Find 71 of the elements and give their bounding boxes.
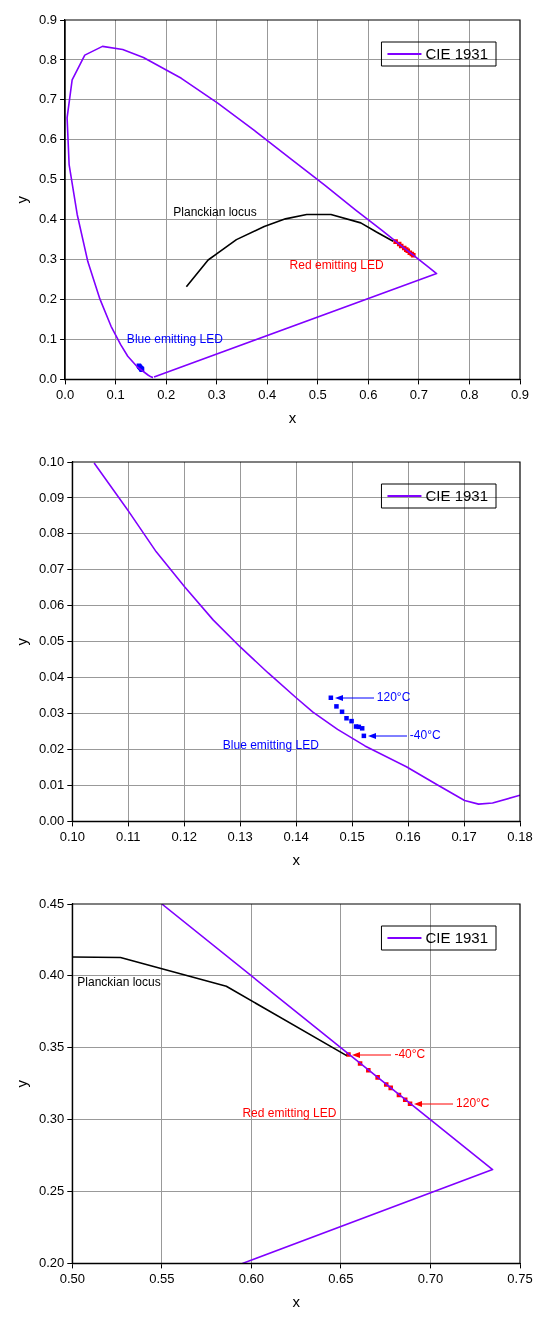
text: Red emitting LED <box>242 1106 337 1121</box>
series-label: Blue emitting LED <box>126 332 224 347</box>
x-tick-label: 0.50 <box>59 1270 85 1286</box>
x-tick-label: 0.1 <box>106 386 125 402</box>
annotation: 120°C <box>456 1096 490 1111</box>
x-tick-label: 0.0 <box>56 386 75 402</box>
annotation: -40°C <box>394 1046 426 1061</box>
y-tick-label: 0.8 <box>38 51 58 67</box>
y-tick-label: 0.7 <box>38 91 58 107</box>
y-tick-label: 0.06 <box>38 597 65 613</box>
y-tick-label: 0.01 <box>38 777 65 793</box>
y-axis-title: y <box>13 195 31 204</box>
y-tick-label: 0.20 <box>38 1254 65 1270</box>
x-tick-label: 0.8 <box>460 386 479 402</box>
y-tick-label: 0.40 <box>38 967 65 983</box>
x-tick-label: 0.14 <box>283 828 309 844</box>
x-tick-label: 0.2 <box>157 386 176 402</box>
x-tick-label: 0.18 <box>507 828 533 844</box>
series-label: Red emitting LED <box>289 257 384 272</box>
y-tick-label: 0.6 <box>38 131 58 147</box>
x-tick-label: 0.4 <box>258 386 277 402</box>
y-tick-label: 0.05 <box>38 633 65 649</box>
x-tick-label: 0.75 <box>507 1270 533 1286</box>
legend-label: CIE 1931 <box>425 929 489 947</box>
y-tick-label: 0.0 <box>38 370 58 386</box>
x-tick-label: 0.5 <box>308 386 327 402</box>
x-tick-label: 0.17 <box>451 828 477 844</box>
text: Blue emitting LED <box>222 738 320 753</box>
series-label: Planckian locus <box>77 975 161 990</box>
x-tick-label: 0.6 <box>359 386 378 402</box>
y-tick-label: 0.08 <box>38 525 65 541</box>
y-tick-label: 0.3 <box>38 251 58 267</box>
y-tick-label: 0.4 <box>38 211 58 227</box>
y-tick-label: 0.04 <box>38 669 65 685</box>
y-tick-label: 0.1 <box>38 331 58 347</box>
x-tick-label: 0.16 <box>395 828 421 844</box>
x-tick-label: 0.15 <box>339 828 365 844</box>
x-axis-title: x <box>292 1293 301 1311</box>
x-tick-label: 0.9 <box>510 386 530 402</box>
x-tick-label: 0.7 <box>409 386 428 402</box>
x-tick-label: 0.65 <box>328 1270 354 1286</box>
y-tick-label: 0.5 <box>38 171 58 187</box>
x-tick-label: 0.12 <box>171 828 197 844</box>
x-tick-label: 0.11 <box>116 828 141 844</box>
y-tick-label: 0.00 <box>38 812 65 828</box>
y-tick-label: 0.07 <box>38 561 65 577</box>
annotation: 120°C <box>376 690 411 705</box>
legend-label: CIE 1931 <box>425 45 489 63</box>
annotation: -40°C <box>409 728 442 743</box>
x-axis-title: x <box>292 851 301 869</box>
y-tick-label: 0.10 <box>38 453 65 469</box>
x-tick-label: 0.60 <box>238 1270 265 1286</box>
y-tick-label: 0.9 <box>38 11 58 27</box>
y-tick-label: 0.03 <box>38 705 65 721</box>
y-tick-label: 0.02 <box>38 741 65 757</box>
y-tick-label: 0.45 <box>38 895 65 911</box>
y-axis-title: y <box>13 1079 31 1088</box>
series-label: Planckian locus <box>173 204 257 219</box>
y-tick-label: 0.09 <box>38 489 65 505</box>
x-tick-label: 0.3 <box>207 386 226 402</box>
legend-label: CIE 1931 <box>425 487 489 505</box>
x-tick-label: 0.13 <box>227 828 253 844</box>
y-axis-title: y <box>13 637 31 646</box>
x-axis-title: x <box>288 409 297 427</box>
x-tick-label: 0.70 <box>417 1270 444 1286</box>
y-tick-label: 0.25 <box>38 1183 65 1199</box>
x-tick-label: 0.55 <box>149 1270 175 1286</box>
x-tick-label: 0.10 <box>59 828 85 844</box>
y-tick-label: 0.35 <box>38 1039 65 1055</box>
y-tick-label: 0.2 <box>38 291 58 307</box>
y-tick-label: 0.30 <box>38 1111 65 1127</box>
